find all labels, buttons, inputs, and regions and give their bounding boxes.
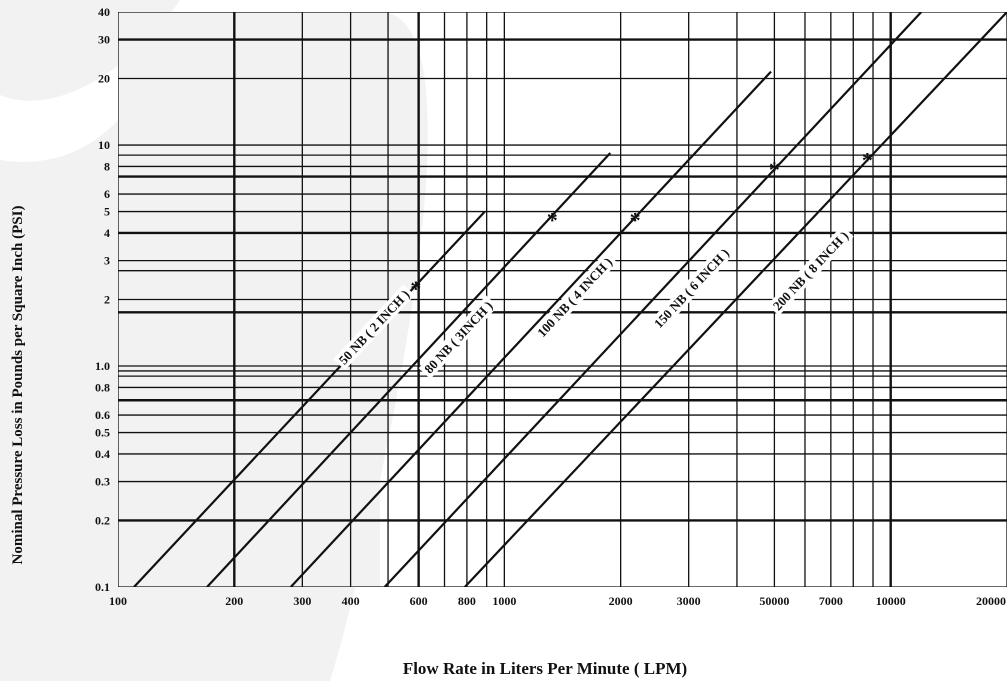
series-lines <box>133 12 1007 587</box>
y-tick-label: 6 <box>104 187 110 201</box>
y-tick-label: 8 <box>104 159 110 173</box>
y-tick-label: 4 <box>104 226 110 240</box>
x-tick-label: 7000 <box>819 594 843 608</box>
y-tick-label: 0.6 <box>95 408 110 422</box>
series-line <box>206 152 612 587</box>
y-tick-label: 0.2 <box>95 513 110 527</box>
y-tick-label: 0.4 <box>95 447 110 461</box>
series-label: 80 NB ( 3INCH ) <box>421 298 495 376</box>
y-tick-label: 1.0 <box>95 359 110 373</box>
x-tick-label: 10000 <box>876 594 906 608</box>
y-axis-label: Nominal Pressure Loss in Pounds per Squa… <box>10 206 26 565</box>
series-marker: * <box>769 157 780 182</box>
series-line <box>383 12 923 587</box>
series-line <box>133 210 486 587</box>
x-tick-label: 300 <box>293 594 311 608</box>
y-axis-ticks: 0.1 0.2 0.3 0.4 0.5 0.6 0.8 1.0 2 3 4 5 6 8 10 20 30 40 <box>95 5 110 594</box>
series-label-bg <box>418 295 498 379</box>
y-tick-label: 30 <box>98 33 110 47</box>
series-marker: * <box>862 148 873 173</box>
x-axis-ticks: 100 200 300 400 600 800 1000 2000 3000 50000 7000 1… <box>109 594 1006 608</box>
x-tick-label: 20000 <box>976 594 1006 608</box>
y-tick-label: 0.1 <box>95 580 110 594</box>
series-label-bg <box>767 225 854 316</box>
y-tick-label: 3 <box>104 254 110 268</box>
x-tick-label: 200 <box>225 594 243 608</box>
y-tick-label: 5 <box>104 205 110 219</box>
y-tick-label: 2 <box>104 293 110 307</box>
y-tick-label: 0.8 <box>95 380 110 394</box>
series-label-bg <box>531 251 618 343</box>
series-marker: * <box>630 208 641 233</box>
series-marker: * <box>410 276 421 301</box>
series-line <box>289 70 772 587</box>
background-shape <box>0 0 428 681</box>
y-tick-label: 0.5 <box>95 426 110 440</box>
y-tick-label: 0.3 <box>95 475 110 489</box>
series-label-bg <box>333 284 415 370</box>
x-tick-label: 400 <box>342 594 360 608</box>
x-tick-label: 1000 <box>492 594 516 608</box>
series-marker: * <box>547 208 558 233</box>
series-label: 100 NB ( 4 INCH ) <box>534 254 615 340</box>
series-label-bg <box>648 242 735 334</box>
x-axis-label: Flow Rate in Liters Per Minute ( LPM) <box>403 659 687 678</box>
series-label-group: 150 NB ( 6 INCH ) <box>648 242 735 334</box>
y-tick-label: 40 <box>98 5 110 19</box>
x-tick-label: 800 <box>458 594 476 608</box>
series-line <box>463 12 1007 587</box>
y-tick-label: 10 <box>98 138 110 152</box>
grid <box>118 12 1007 587</box>
x-tick-label: 600 <box>410 594 428 608</box>
x-tick-label: 100 <box>109 594 127 608</box>
y-tick-label: 20 <box>98 72 110 86</box>
x-tick-label: 3000 <box>677 594 701 608</box>
x-tick-label: 50000 <box>759 594 789 608</box>
series-markers: * * * * * <box>410 148 873 302</box>
series-label-group: 100 NB ( 4 INCH ) <box>531 251 618 343</box>
x-tick-label: 2000 <box>609 594 633 608</box>
